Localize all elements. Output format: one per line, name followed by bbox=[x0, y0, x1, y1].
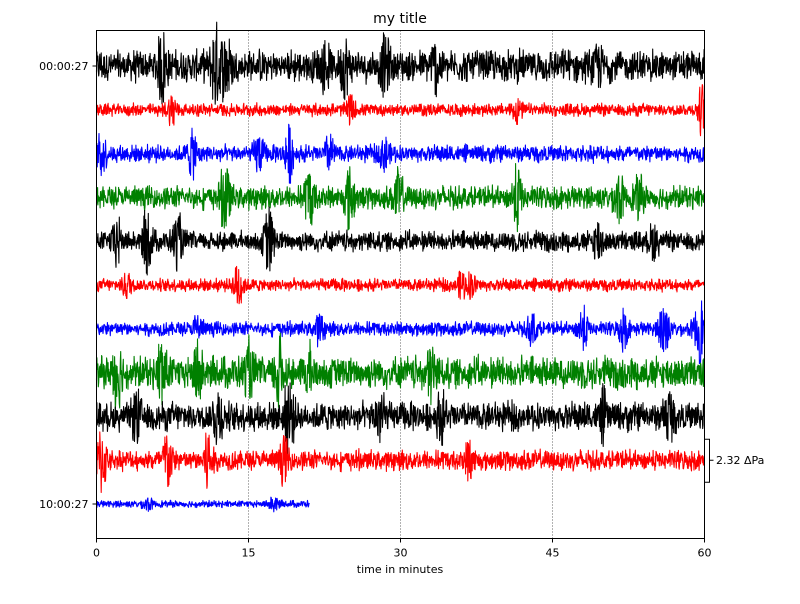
x-tick-label-30: 30 bbox=[394, 547, 408, 560]
scale-bar-bracket bbox=[704, 438, 714, 483]
trace-3 bbox=[95, 163, 706, 233]
trace-10 bbox=[95, 496, 310, 513]
x-axis-label: time in minutes bbox=[357, 563, 444, 576]
trace-4 bbox=[95, 206, 706, 276]
trace-9 bbox=[95, 431, 706, 494]
y-tick-label-1: 10:00:27 bbox=[39, 498, 88, 511]
trace-0 bbox=[95, 21, 706, 105]
x-tick-label-45: 45 bbox=[546, 547, 560, 560]
x-axis: 0 15 30 45 60 bbox=[93, 538, 712, 560]
trace-6 bbox=[95, 300, 706, 365]
x-tick-label-0: 0 bbox=[93, 547, 100, 560]
trace-1 bbox=[95, 84, 706, 137]
trace-group bbox=[95, 21, 706, 513]
x-tick-label-15: 15 bbox=[242, 547, 256, 560]
trace-2 bbox=[95, 123, 706, 184]
trace-5 bbox=[95, 265, 706, 305]
scale-bar: 2.32 ΔPa bbox=[704, 438, 764, 483]
trace-8 bbox=[95, 382, 706, 457]
y-tick-label-0: 00:00:27 bbox=[39, 60, 88, 73]
trace-7 bbox=[95, 332, 706, 413]
y-axis: 00:00:27 10:00:27 bbox=[39, 60, 97, 511]
x-tick-label-60: 60 bbox=[698, 547, 712, 560]
scale-bar-label: 2.32 ΔPa bbox=[716, 454, 764, 467]
chart-title: my title bbox=[373, 11, 427, 27]
